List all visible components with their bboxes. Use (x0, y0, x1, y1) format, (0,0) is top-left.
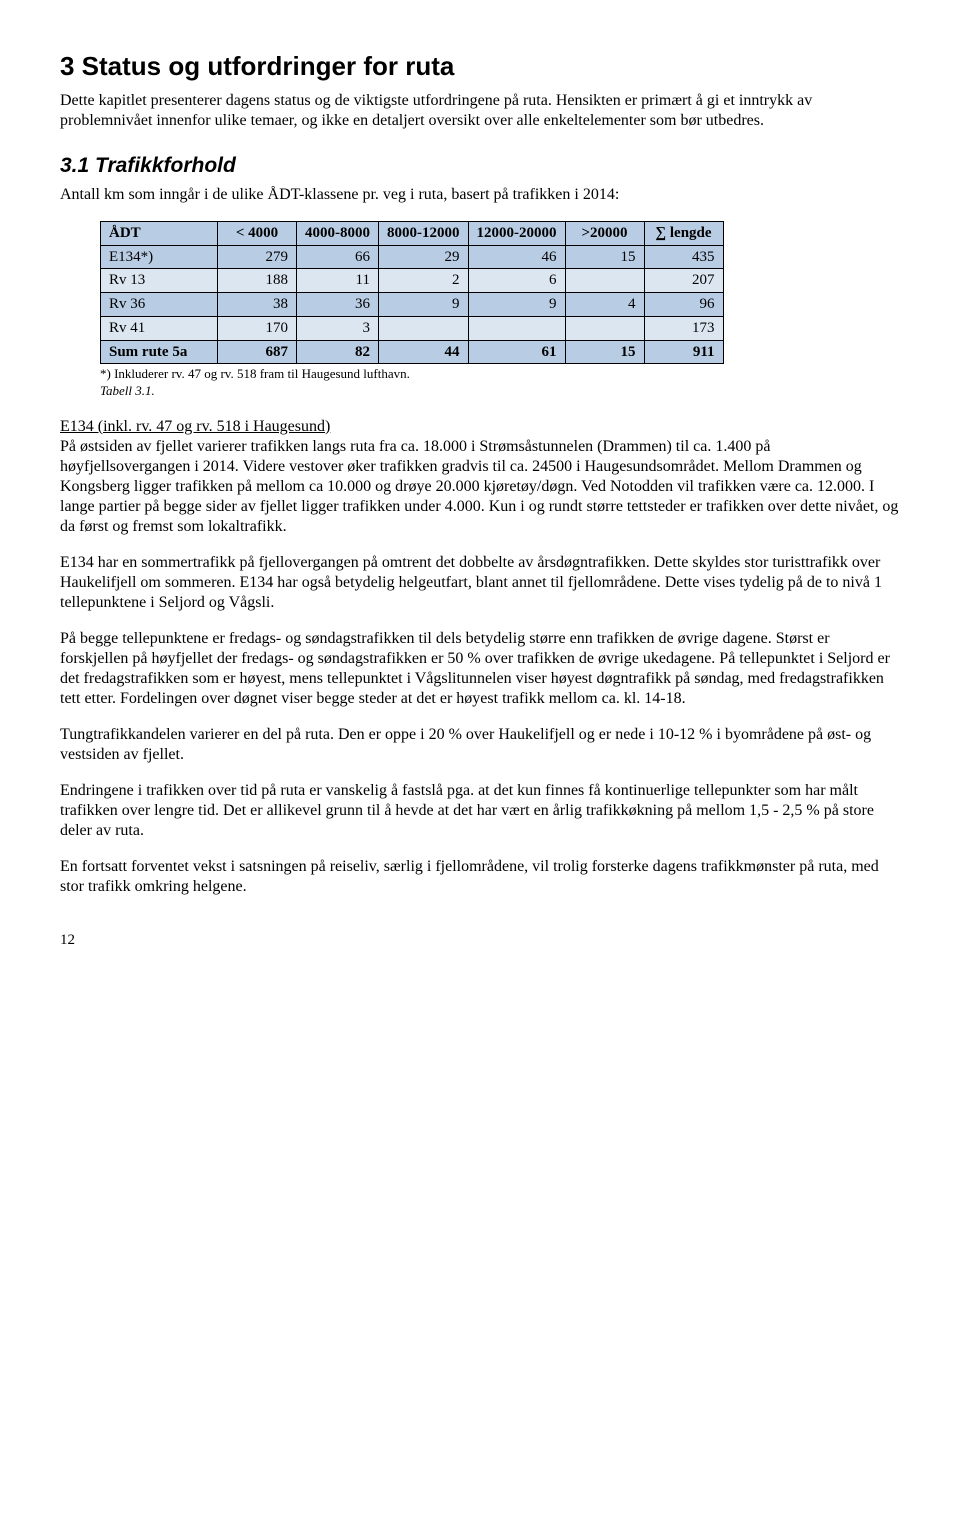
table-cell: 15 (565, 340, 644, 364)
table-cell: 96 (644, 293, 723, 317)
table-cell: 911 (644, 340, 723, 364)
table-header-cell: 12000-20000 (468, 221, 565, 245)
table-header-cell: 4000-8000 (297, 221, 379, 245)
table-cell: 9 (468, 293, 565, 317)
table-cell: 2 (379, 269, 469, 293)
table-cell: 173 (644, 316, 723, 340)
body-paragraph: En fortsatt forventet vekst i satsningen… (60, 857, 900, 897)
table-cell: 61 (468, 340, 565, 364)
table-header-cell: ÅDT (101, 221, 218, 245)
table-cell: 15 (565, 245, 644, 269)
body-paragraph: E134 (inkl. rv. 47 og rv. 518 i Haugesun… (60, 417, 900, 537)
table-cell: E134*) (101, 245, 218, 269)
table-cell: 4 (565, 293, 644, 317)
page-number: 12 (60, 931, 900, 950)
table-row: Rv 131881126 207 (101, 269, 724, 293)
table-cell: Rv 41 (101, 316, 218, 340)
table-cell (565, 269, 644, 293)
table-header-cell: 8000-12000 (379, 221, 469, 245)
section-heading: 3.1 Trafikkforhold (60, 153, 900, 179)
table-reference: Tabell 3.1. (100, 383, 900, 399)
table-header-cell: < 4000 (218, 221, 297, 245)
paragraph-text: På østsiden av fjellet varierer trafikke… (60, 438, 898, 535)
table-cell (468, 316, 565, 340)
page-title: 3 Status og utfordringer for ruta (60, 50, 900, 83)
adt-table: ÅDT< 40004000-80008000-1200012000-20000>… (100, 221, 724, 365)
intro-paragraph: Dette kapitlet presenterer dagens status… (60, 91, 900, 131)
table-cell: 9 (379, 293, 469, 317)
table-cell: 66 (297, 245, 379, 269)
table-cell: 207 (644, 269, 723, 293)
table-row: Rv 411703 173 (101, 316, 724, 340)
table-cell: 44 (379, 340, 469, 364)
table-cell: 687 (218, 340, 297, 364)
section-lead: Antall km som inngår i de ulike ÅDT-klas… (60, 185, 900, 205)
table-cell (565, 316, 644, 340)
table-header-cell: ∑ lengde (644, 221, 723, 245)
table-cell: 170 (218, 316, 297, 340)
table-row: Rv 36383699496 (101, 293, 724, 317)
table-row: E134*)27966294615435 (101, 245, 724, 269)
table-cell: 188 (218, 269, 297, 293)
table-cell: 29 (379, 245, 469, 269)
table-cell: 46 (468, 245, 565, 269)
body-paragraph: E134 har en sommertrafikk på fjelloverga… (60, 553, 900, 613)
table-footnote: *) Inkluderer rv. 47 og rv. 518 fram til… (100, 366, 900, 382)
table-cell: Rv 36 (101, 293, 218, 317)
table-cell: Rv 13 (101, 269, 218, 293)
table-cell: 82 (297, 340, 379, 364)
paragraph-heading: E134 (inkl. rv. 47 og rv. 518 i Haugesun… (60, 418, 330, 435)
table-cell: 435 (644, 245, 723, 269)
table-cell: 38 (218, 293, 297, 317)
table-header-cell: >20000 (565, 221, 644, 245)
table-row: Sum rute 5a68782446115911 (101, 340, 724, 364)
body-paragraph: Endringene i trafikken over tid på ruta … (60, 781, 900, 841)
table-cell: 11 (297, 269, 379, 293)
table-cell: Sum rute 5a (101, 340, 218, 364)
table-cell: 3 (297, 316, 379, 340)
table-cell (379, 316, 469, 340)
table-cell: 6 (468, 269, 565, 293)
body-paragraph: På begge tellepunktene er fredags- og sø… (60, 629, 900, 709)
table-cell: 36 (297, 293, 379, 317)
body-paragraph: Tungtrafikkandelen varierer en del på ru… (60, 725, 900, 765)
table-cell: 279 (218, 245, 297, 269)
